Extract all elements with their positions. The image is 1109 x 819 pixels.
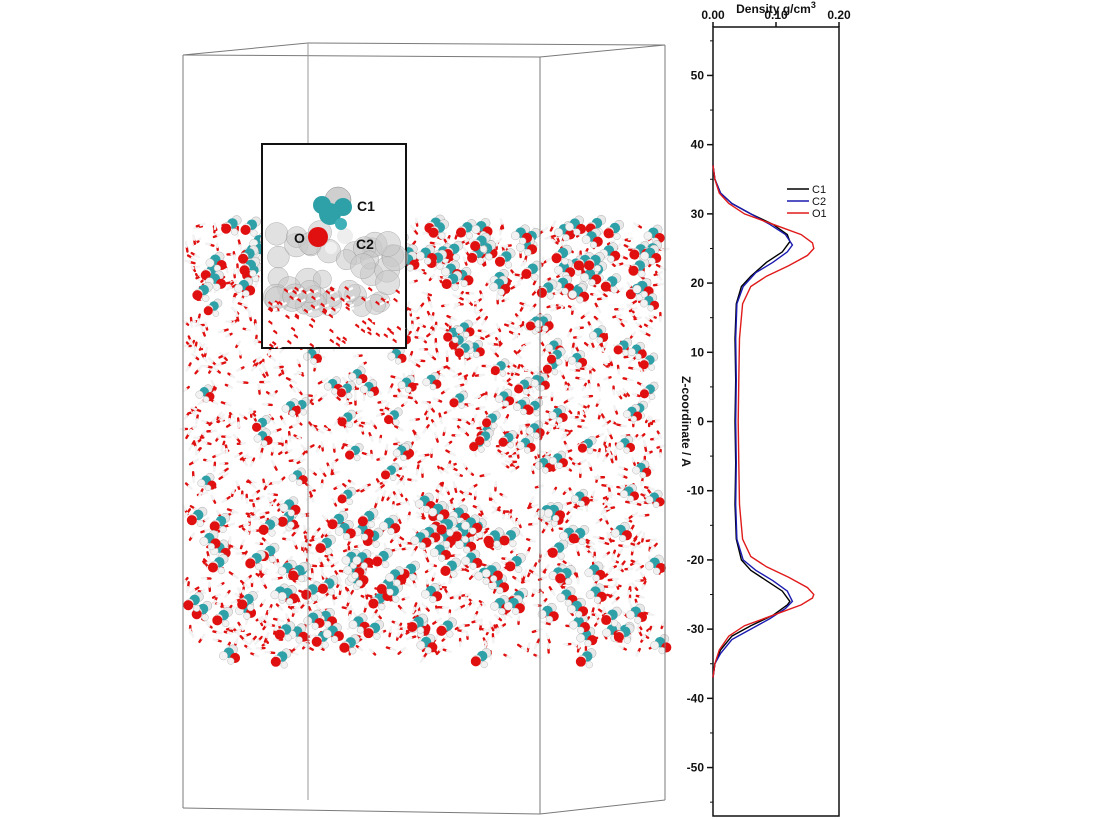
y-tick-label: -40 [687,691,705,705]
simulation-box [182,42,666,815]
y-tick-label: 40 [691,138,705,152]
x-axis: 0.00 0.10 0.20 [701,8,851,27]
y-tick-label: -30 [687,622,705,636]
legend-label-c2: C2 [812,196,826,208]
legend-label-o1: O1 [812,208,827,220]
inset-panel: C1 O C2 [261,143,409,349]
inset-label-c2: C2 [356,236,374,252]
y-axis: -50 -40 -30 -20 -10 0 10 20 30 40 50 [687,40,713,803]
x-tick-label: 0.10 [764,8,788,22]
inset-surface-view [263,220,409,349]
series-line-o1 [712,165,815,678]
x-axis-title-superscript: 3 [811,0,816,10]
plot-frame [712,26,840,817]
inset-ethanol-molecule [308,186,353,254]
y-tick-label: 10 [691,345,705,359]
inset-label-o: O [294,230,305,246]
x-tick-label: 0.20 [827,8,851,22]
series-lines [712,165,815,678]
y-tick-label: -20 [687,553,705,567]
y-tick-label: -10 [687,484,705,498]
x-tick-label: 0.00 [701,8,725,22]
series-line-c2 [712,165,794,678]
x-axis-title: Density g/cm3 [736,0,816,16]
series-line-c1 [712,165,791,678]
legend-label-c1: C1 [812,184,826,196]
y-tick-label: 20 [691,276,705,290]
y-axis-title: Z-coordinate / A [679,376,693,467]
x-axis-title-text: Density g/cm [736,2,811,16]
y-tick-label: -50 [687,761,705,775]
y-tick-label: 50 [691,68,705,82]
y-tick-label: 30 [691,207,705,221]
y-tick-label: 0 [697,415,704,429]
inset-label-c1: C1 [357,198,375,214]
